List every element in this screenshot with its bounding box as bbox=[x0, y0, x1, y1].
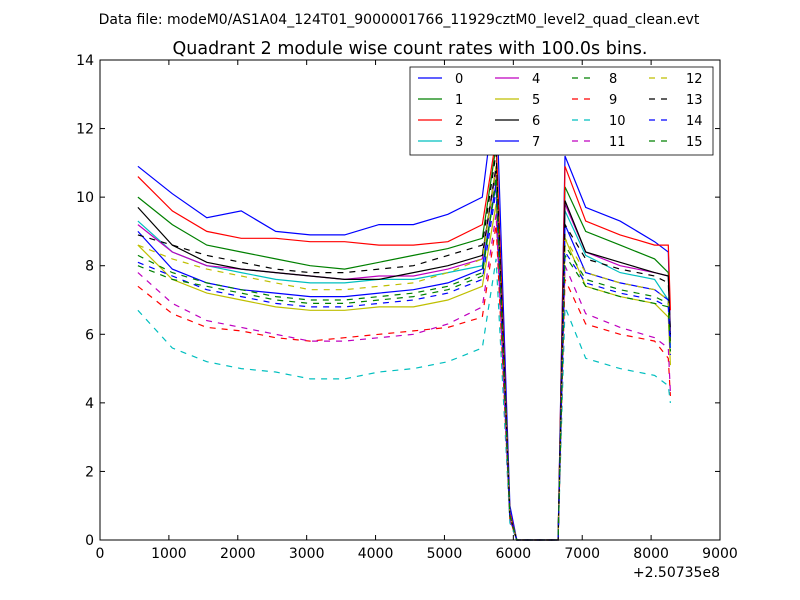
series-line-11 bbox=[137, 214, 671, 541]
x-tick-label: 5000 bbox=[427, 546, 463, 562]
x-tick-label: 2000 bbox=[220, 546, 256, 562]
legend-label-7: 7 bbox=[532, 135, 540, 150]
y-tick-label: 6 bbox=[85, 327, 94, 343]
x-tick-label: 1000 bbox=[151, 546, 187, 562]
x-tick-label: 0 bbox=[96, 546, 105, 562]
legend-label-2: 2 bbox=[455, 114, 463, 129]
y-tick-label: 8 bbox=[85, 259, 94, 275]
legend-label-4: 4 bbox=[532, 72, 540, 87]
series-line-1 bbox=[137, 145, 671, 541]
series-line-7 bbox=[137, 183, 671, 541]
x-tick-label: 3000 bbox=[289, 546, 325, 562]
series-line-2 bbox=[137, 138, 671, 541]
series-line-9 bbox=[137, 224, 671, 541]
legend-label-14: 14 bbox=[686, 114, 703, 129]
legend-label-10: 10 bbox=[609, 114, 626, 129]
x-tick-label: 9000 bbox=[702, 546, 738, 562]
series-line-10 bbox=[137, 258, 671, 541]
x-axis: 0 1000 2000 3000 4000 5000 6000 7000 8000 9000 bbox=[96, 60, 738, 562]
legend-label-15: 15 bbox=[686, 135, 703, 150]
y-tick-label: 0 bbox=[85, 533, 94, 549]
series-line-0 bbox=[137, 87, 671, 541]
legend-label-3: 3 bbox=[455, 135, 463, 150]
legend-label-5: 5 bbox=[532, 93, 540, 108]
x-tick-label: 6000 bbox=[496, 546, 532, 562]
legend-label-6: 6 bbox=[532, 114, 540, 129]
legend-label-12: 12 bbox=[686, 72, 703, 87]
x-tick-label: 4000 bbox=[358, 546, 394, 562]
y-tick-label: 2 bbox=[85, 464, 94, 480]
legend-label-8: 8 bbox=[609, 72, 617, 87]
series-line-14 bbox=[137, 190, 671, 541]
series-line-8 bbox=[137, 179, 671, 541]
y-tick-label: 4 bbox=[85, 396, 94, 412]
x-tick-label: 7000 bbox=[564, 546, 600, 562]
legend-label-0: 0 bbox=[455, 72, 463, 87]
y-tick-label: 10 bbox=[76, 190, 94, 206]
y-tick-label: 12 bbox=[76, 122, 94, 138]
plot-frame bbox=[99, 59, 721, 541]
y-tick-label: 14 bbox=[76, 53, 94, 69]
legend-label-11: 11 bbox=[609, 135, 626, 150]
series-line-6 bbox=[137, 166, 671, 541]
series-layer bbox=[137, 87, 671, 541]
x-tick-label: 8000 bbox=[633, 546, 669, 562]
legend-label-1: 1 bbox=[455, 93, 463, 108]
legend-frame bbox=[409, 66, 714, 156]
series-line-15 bbox=[137, 176, 671, 541]
chart-title: Quadrant 2 module wise count rates with … bbox=[173, 39, 648, 59]
legend-label-13: 13 bbox=[686, 93, 703, 108]
x-offset-label: +2.50735e8 bbox=[633, 565, 720, 581]
legend-label-9: 9 bbox=[609, 93, 617, 108]
series-line-13 bbox=[137, 152, 671, 541]
data-file-caption: Data file: modeM0/AS1A04_124T01_90000017… bbox=[99, 12, 700, 28]
